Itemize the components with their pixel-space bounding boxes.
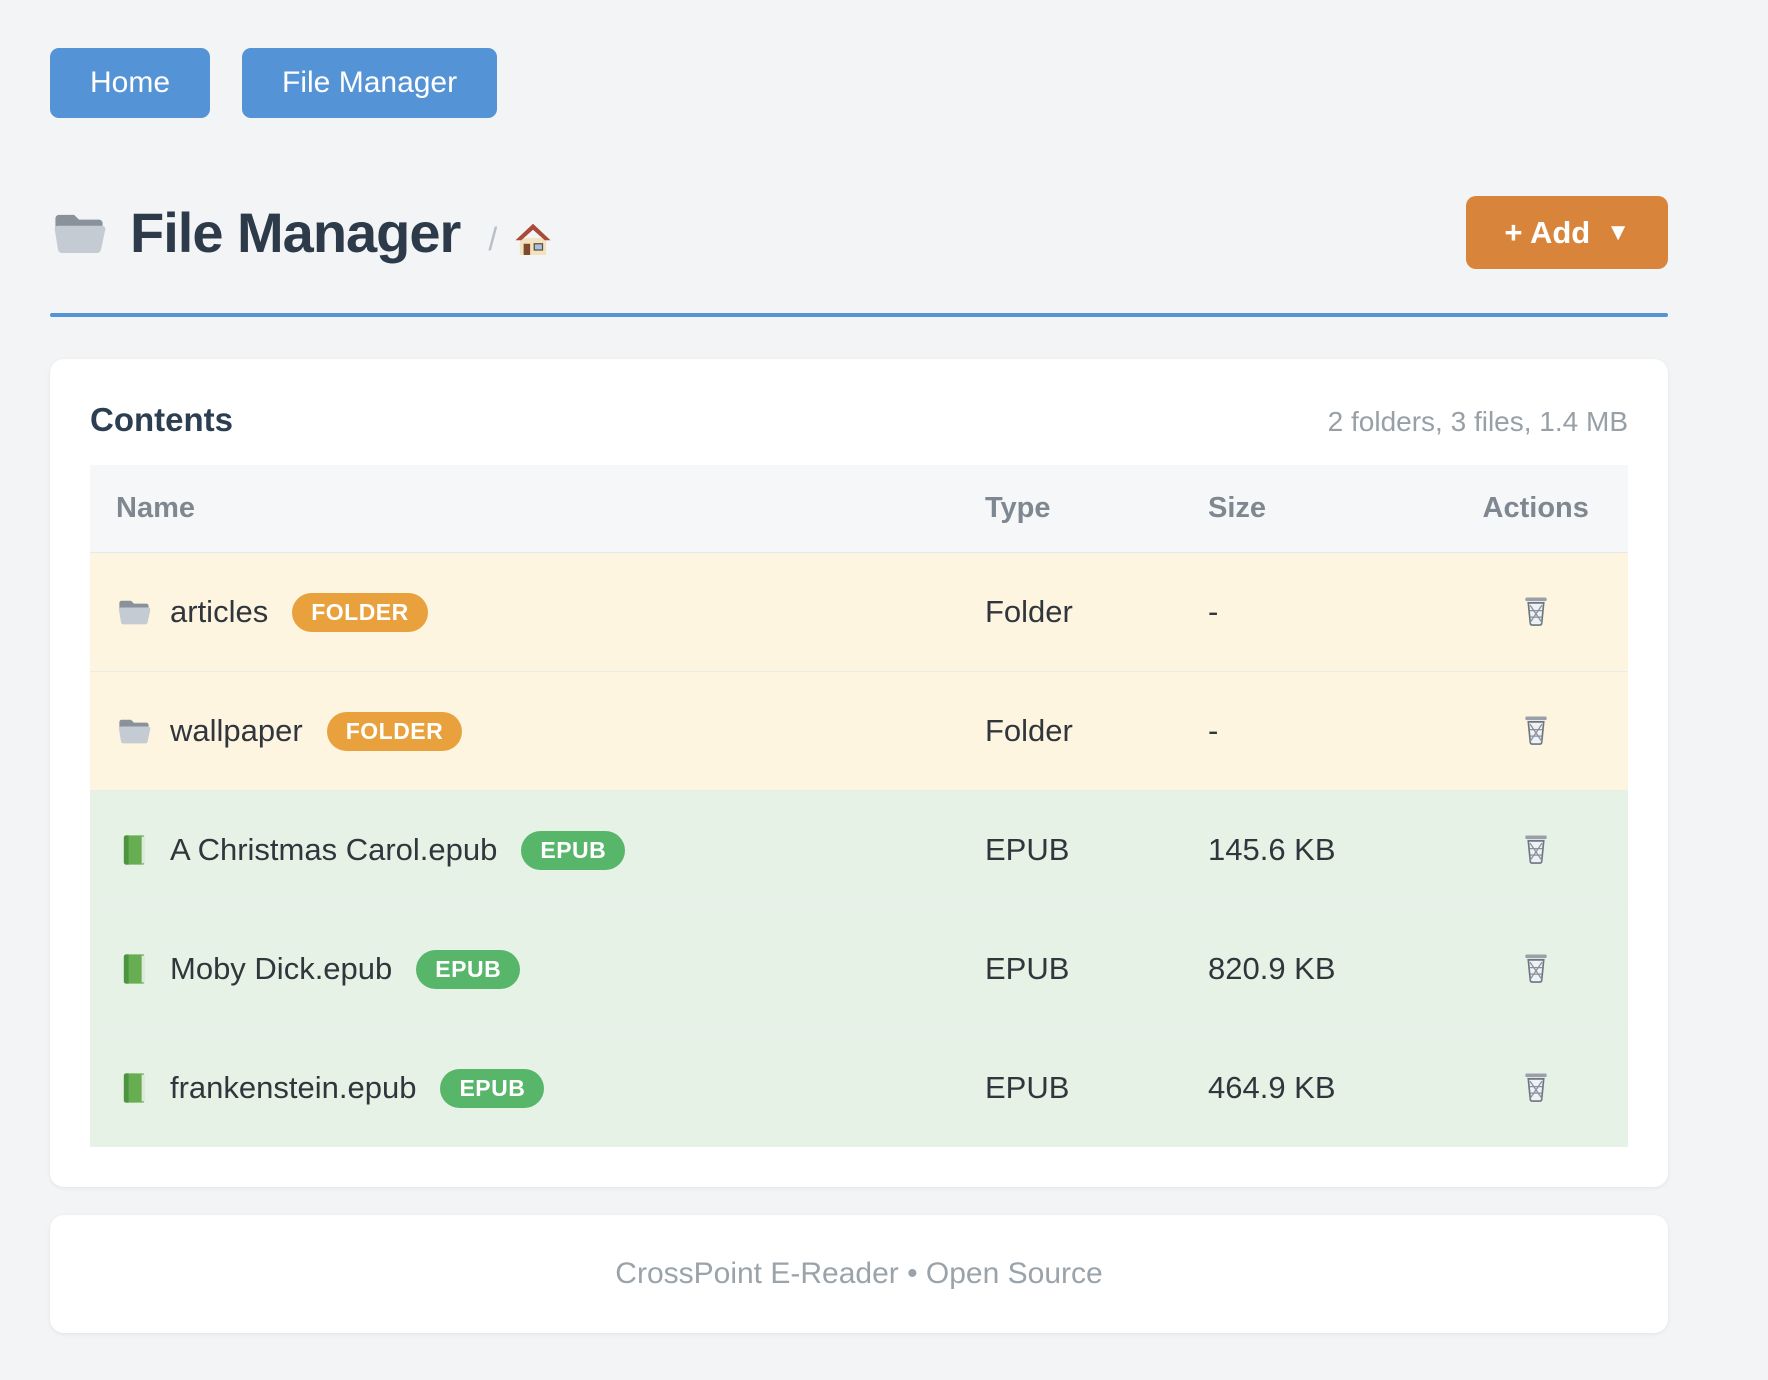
file-type-badge: EPUB	[521, 830, 626, 870]
nav-file-manager-button[interactable]: File Manager	[242, 48, 498, 118]
name-cell: articles FOLDER	[90, 553, 959, 672]
file-name[interactable]: Moby Dick.epub	[170, 951, 393, 986]
actions-cell	[1443, 671, 1628, 791]
table-row: frankenstein.epub EPUB EPUB 464.9 KB	[90, 1028, 1628, 1147]
column-header-actions: Actions	[1443, 465, 1628, 553]
table-row: A Christmas Carol.epub EPUB EPUB 145.6 K…	[90, 790, 1628, 910]
size-cell: 820.9 KB	[1181, 909, 1444, 1029]
type-cell: EPUB	[958, 909, 1182, 1029]
file-table: Name Type Size Actions articles FOLDER F…	[90, 465, 1628, 1147]
file-name[interactable]: A Christmas Carol.epub	[170, 832, 498, 867]
trash-icon	[1517, 591, 1555, 629]
file-icon	[116, 832, 152, 868]
type-cell: EPUB	[958, 790, 1182, 910]
trash-icon	[1517, 829, 1555, 867]
size-cell: -	[1207, 594, 1219, 629]
file-type-badge: FOLDER	[292, 592, 428, 632]
file-type-badge: FOLDER	[326, 711, 463, 751]
column-header-size: Size	[1181, 465, 1444, 553]
breadcrumb: /	[488, 220, 553, 260]
actions-cell	[1443, 1028, 1628, 1147]
file-icon	[116, 594, 152, 630]
file-name[interactable]: wallpaper	[170, 713, 303, 748]
trash-icon	[1517, 1067, 1555, 1105]
delete-button[interactable]	[1513, 587, 1559, 633]
card-head: Contents 2 folders, 3 files, 1.4 MB	[90, 401, 1628, 439]
delete-button[interactable]	[1513, 706, 1559, 752]
page-header: File Manager / + Add ▼	[50, 196, 1668, 269]
trash-icon	[1517, 710, 1555, 748]
name-cell: Moby Dick.epub EPUB	[90, 909, 959, 1029]
table-row: wallpaper FOLDER Folder -	[90, 671, 1628, 791]
actions-cell	[1443, 553, 1628, 672]
caret-down-icon: ▼	[1606, 218, 1630, 246]
delete-button[interactable]	[1513, 825, 1559, 871]
top-nav: Home File Manager	[50, 48, 1668, 118]
contents-card: Contents 2 folders, 3 files, 1.4 MB Name…	[50, 359, 1668, 1187]
file-name[interactable]: frankenstein.epub	[170, 1070, 417, 1105]
name-cell: frankenstein.epub EPUB	[90, 1028, 959, 1147]
file-icon	[116, 1070, 152, 1106]
file-name[interactable]: articles	[170, 594, 269, 629]
type-cell: Folder	[984, 594, 1073, 629]
file-type-badge: EPUB	[440, 1068, 545, 1108]
add-button-label: + Add	[1504, 215, 1591, 250]
type-cell: EPUB	[958, 1028, 1182, 1147]
name-cell: wallpaper FOLDER	[90, 671, 959, 791]
name-cell: A Christmas Carol.epub EPUB	[90, 790, 959, 910]
footer-text: CrossPoint E-Reader • Open Source	[615, 1257, 1103, 1290]
page-title: File Manager	[130, 201, 461, 264]
file-table-body: articles FOLDER Folder - wallpaper FOLDE…	[90, 552, 1628, 1147]
type-cell: Folder	[958, 671, 1182, 791]
file-icon	[116, 951, 152, 987]
size-cell: -	[1181, 671, 1444, 791]
table-header-row: Name Type Size Actions	[90, 465, 1628, 553]
actions-cell	[1443, 790, 1628, 910]
table-row: Moby Dick.epub EPUB EPUB 820.9 KB	[90, 909, 1628, 1029]
title-wrap: File Manager	[50, 200, 461, 265]
size-cell: 464.9 KB	[1181, 1028, 1444, 1147]
add-button[interactable]: + Add ▼	[1466, 196, 1668, 269]
house-icon[interactable]	[513, 220, 553, 260]
delete-button[interactable]	[1513, 944, 1559, 990]
contents-summary: 2 folders, 3 files, 1.4 MB	[1327, 406, 1628, 437]
trash-icon	[1517, 948, 1555, 986]
card-title: Contents	[90, 401, 233, 438]
column-header-type: Type	[958, 465, 1182, 553]
footer-card: CrossPoint E-Reader • Open Source	[50, 1215, 1668, 1333]
table-row: articles FOLDER Folder -	[90, 552, 1628, 672]
column-header-name: Name	[90, 465, 959, 553]
folder-icon	[50, 204, 108, 262]
actions-cell	[1443, 909, 1628, 1029]
page: Home File Manager File Manager / + Add ▼…	[50, 48, 1668, 1333]
file-type-badge: EPUB	[416, 949, 521, 989]
nav-home-button[interactable]: Home	[50, 48, 211, 118]
delete-button[interactable]	[1513, 1063, 1559, 1109]
file-icon	[116, 713, 152, 749]
size-cell: 145.6 KB	[1181, 790, 1444, 910]
title-divider	[50, 313, 1668, 317]
breadcrumb-separator: /	[488, 221, 498, 257]
